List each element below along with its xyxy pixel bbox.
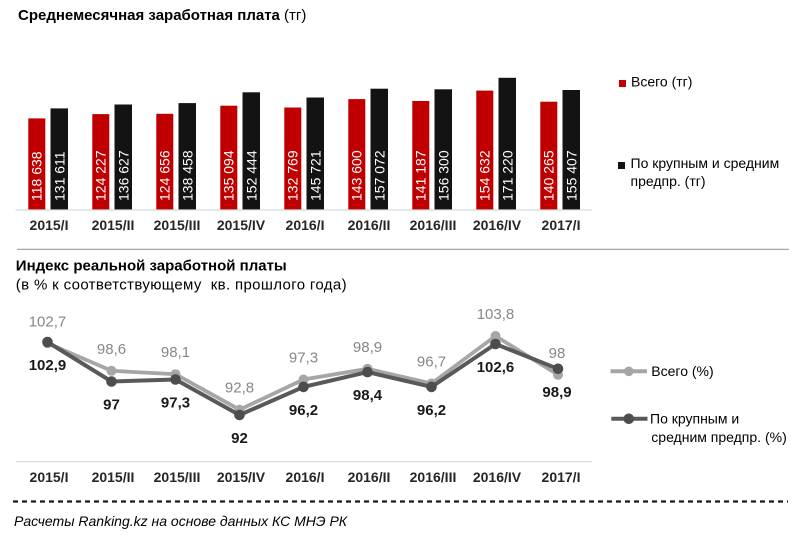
svg-text:2016/II: 2016/II xyxy=(348,469,391,485)
svg-text:2016/II: 2016/II xyxy=(348,217,391,233)
svg-text:140 265: 140 265 xyxy=(541,150,557,201)
svg-text:136 627: 136 627 xyxy=(116,150,132,201)
svg-text:138 458: 138 458 xyxy=(180,150,196,201)
svg-text:124 656: 124 656 xyxy=(157,150,173,201)
svg-text:135 094: 135 094 xyxy=(221,150,237,201)
svg-text:97,3: 97,3 xyxy=(161,395,190,412)
svg-text:145 721: 145 721 xyxy=(308,150,324,201)
svg-text:141 187: 141 187 xyxy=(413,150,429,201)
svg-text:2016/IV: 2016/IV xyxy=(473,469,522,485)
svg-text:2016/IV: 2016/IV xyxy=(473,217,522,233)
svg-text:97: 97 xyxy=(103,397,120,414)
svg-text:96,7: 96,7 xyxy=(417,354,446,371)
svg-text:(в % к соответствующему кв. п: (в % к соответствующему кв. прошлого год… xyxy=(16,277,347,294)
svg-text:Всего (тг): Всего (тг) xyxy=(631,74,692,90)
svg-text:96,2: 96,2 xyxy=(417,402,446,419)
svg-text:98,4: 98,4 xyxy=(353,387,383,404)
svg-text:118 638: 118 638 xyxy=(29,151,45,201)
svg-text:154 632: 154 632 xyxy=(477,150,493,201)
svg-text:97,3: 97,3 xyxy=(289,350,318,367)
svg-text:2017/I: 2017/I xyxy=(542,217,581,233)
svg-text:По крупным и: По крупным и xyxy=(650,411,739,427)
svg-text:157 072: 157 072 xyxy=(372,150,388,201)
svg-text:171 220: 171 220 xyxy=(500,150,516,201)
svg-text:96,2: 96,2 xyxy=(289,402,318,419)
svg-text:102,9: 102,9 xyxy=(29,357,67,374)
svg-text:103,8: 103,8 xyxy=(477,306,515,323)
svg-text:средним предпр. (%): средним предпр. (%) xyxy=(651,429,786,445)
svg-text:131 611: 131 611 xyxy=(52,151,68,201)
svg-text:2015/II: 2015/II xyxy=(92,469,135,485)
svg-text:2016/I: 2016/I xyxy=(286,469,325,485)
svg-text:92: 92 xyxy=(231,430,248,447)
svg-text:2015/I: 2015/I xyxy=(30,217,69,233)
svg-text:98: 98 xyxy=(549,345,566,362)
svg-text:98,9: 98,9 xyxy=(542,384,571,401)
svg-text:предпр. (тг): предпр. (тг) xyxy=(631,173,706,189)
svg-text:2015/III: 2015/III xyxy=(154,217,201,233)
svg-text:2015/IV: 2015/IV xyxy=(217,217,266,233)
svg-text:Индекс реальной заработной пла: Индекс реальной заработной платы xyxy=(16,258,287,275)
svg-text:98,1: 98,1 xyxy=(161,344,190,361)
svg-text:98,9: 98,9 xyxy=(353,339,382,356)
svg-text:По крупным и средним: По крупным и средним xyxy=(631,155,780,171)
svg-text:102,7: 102,7 xyxy=(29,313,67,330)
svg-text:132 769: 132 769 xyxy=(285,150,301,201)
svg-text:2016/III: 2016/III xyxy=(410,469,457,485)
svg-text:2015/IV: 2015/IV xyxy=(217,469,266,485)
svg-text:2016/I: 2016/I xyxy=(286,217,325,233)
svg-text:2017/I: 2017/I xyxy=(542,469,581,485)
svg-text:156 300: 156 300 xyxy=(436,150,452,201)
svg-text:155 407: 155 407 xyxy=(564,150,580,201)
svg-text:Всего (%): Всего (%) xyxy=(651,363,713,379)
svg-text:102,6: 102,6 xyxy=(477,359,515,376)
svg-text:124 227: 124 227 xyxy=(93,150,109,201)
svg-text:2015/III: 2015/III xyxy=(154,469,201,485)
svg-text:2015/I: 2015/I xyxy=(30,469,69,485)
svg-text:143 600: 143 600 xyxy=(349,150,365,201)
svg-text:2016/III: 2016/III xyxy=(410,217,457,233)
svg-text:2015/II: 2015/II xyxy=(92,217,135,233)
svg-text:92,8: 92,8 xyxy=(225,380,254,397)
svg-text:98,6: 98,6 xyxy=(97,341,126,358)
svg-text:152 444: 152 444 xyxy=(244,150,260,201)
svg-text:Среднемесячная заработная плат: Среднемесячная заработная плата (тг) xyxy=(18,7,306,24)
svg-text:Расчеты Ranking.kz на основе д: Расчеты Ranking.kz на основе данных КС М… xyxy=(14,513,348,529)
